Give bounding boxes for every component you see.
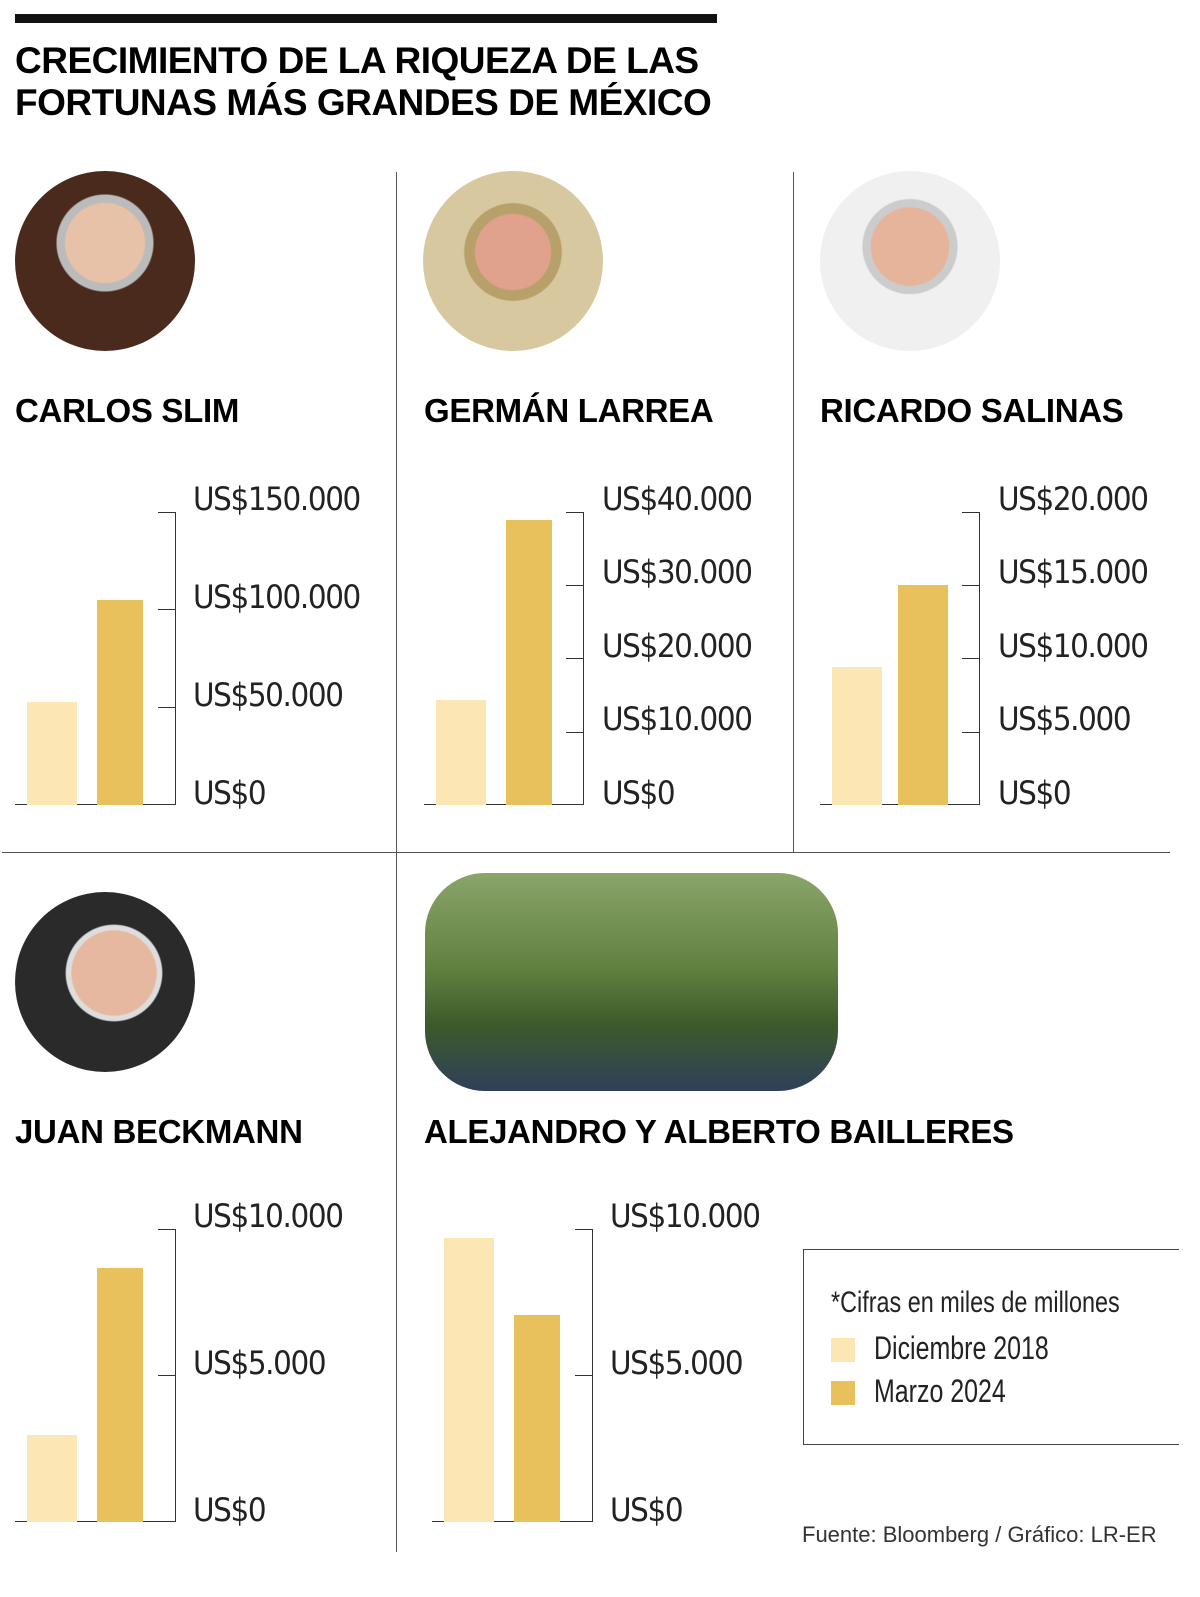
- legend-swatch: [831, 1338, 855, 1362]
- chart-german-larrea: US$40.000 US$30.000 US$20.000 US$10.000 …: [424, 480, 784, 812]
- divider-horizontal: [2, 852, 1170, 853]
- tick: [566, 658, 583, 659]
- bar-dec-2018: [27, 1435, 77, 1522]
- portrait-juan-beckmann: [15, 892, 195, 1072]
- bar-dec-2018: [436, 700, 486, 805]
- tick-label: US$0: [602, 774, 676, 812]
- divider-vertical-2: [793, 172, 794, 852]
- title-line-2: FORTUNAS MÁS GRANDES DE MÉXICO: [15, 82, 712, 123]
- tick-label: US$5.000: [998, 700, 1132, 738]
- tick-label: US$10.000: [998, 627, 1149, 665]
- bar-dec-2018: [27, 702, 77, 805]
- legend-label: Diciembre 2018: [874, 1330, 1049, 1366]
- legend-swatch: [831, 1381, 855, 1405]
- chart-bailleres: US$10.000 US$5.000 US$0: [432, 1197, 792, 1529]
- panel-name: GERMÁN LARREA: [424, 392, 714, 429]
- bar-mar-2024: [898, 585, 948, 805]
- x-axis: [15, 1521, 175, 1522]
- tick: [158, 707, 175, 708]
- tick-label: US$50.000: [193, 676, 344, 714]
- tick-label: US$0: [998, 774, 1072, 812]
- bar-mar-2024: [97, 1268, 143, 1522]
- tick-label: US$10.000: [610, 1197, 761, 1235]
- title-line-1: CRECIMIENTO DE LA RIQUEZA DE LAS: [15, 40, 699, 81]
- bar-mar-2024: [506, 520, 552, 805]
- bar-mar-2024: [97, 600, 143, 805]
- tick: [566, 585, 583, 586]
- title-rule: [15, 14, 717, 23]
- tick-label: US$15.000: [998, 553, 1149, 591]
- tick: [158, 609, 175, 610]
- tick-label: US$10.000: [602, 700, 753, 738]
- bar-mar-2024: [514, 1315, 560, 1522]
- tick-label: US$20.000: [602, 627, 753, 665]
- portrait-ricardo-salinas: [820, 171, 1000, 351]
- tick-label: US$40.000: [602, 480, 753, 518]
- chart-carlos-slim: US$150.000 US$100.000 US$50.000 US$0: [15, 480, 375, 812]
- tick-label: US$0: [193, 1491, 267, 1529]
- bar-dec-2018: [832, 667, 882, 805]
- panel-name: JUAN BECKMANN: [15, 1113, 303, 1150]
- source-credit: Fuente: Bloomberg / Gráfico: LR-ER: [802, 1522, 1157, 1547]
- x-axis: [15, 804, 175, 805]
- x-axis: [424, 804, 584, 805]
- chart-juan-beckmann: US$10.000 US$5.000 US$0: [15, 1197, 375, 1529]
- divider-vertical-1: [396, 172, 397, 1552]
- y-axis: [592, 1229, 593, 1522]
- tick: [566, 732, 583, 733]
- bar-dec-2018: [444, 1238, 494, 1522]
- panel-name: CARLOS SLIM: [15, 392, 240, 429]
- y-axis: [583, 512, 584, 805]
- y-axis: [175, 512, 176, 805]
- portrait-german-larrea: [423, 171, 603, 351]
- panel-name: ALEJANDRO Y ALBERTO BAILLERES: [424, 1113, 1014, 1150]
- tick: [962, 585, 979, 586]
- y-axis: [979, 512, 980, 805]
- chart-ricardo-salinas: US$20.000 US$15.000 US$10.000 US$5.000 U…: [820, 480, 1180, 812]
- tick: [962, 512, 979, 513]
- tick-label: US$150.000: [193, 480, 361, 518]
- legend: *Cifras en miles de millones Diciembre 2…: [803, 1249, 1179, 1445]
- legend-label: Marzo 2024: [874, 1373, 1006, 1409]
- tick: [566, 512, 583, 513]
- tick-label: US$100.000: [193, 578, 361, 616]
- tick-label: US$5.000: [610, 1344, 744, 1382]
- tick: [575, 1375, 592, 1376]
- portrait-carlos-slim: [15, 171, 195, 351]
- tick-label: US$0: [193, 774, 267, 812]
- tick-label: US$5.000: [193, 1344, 327, 1382]
- panel-name: RICARDO SALINAS: [820, 392, 1124, 429]
- tick: [158, 1375, 175, 1376]
- tick-label: US$20.000: [998, 480, 1149, 518]
- tick: [962, 658, 979, 659]
- y-axis: [175, 1229, 176, 1522]
- page-title: CRECIMIENTO DE LA RIQUEZA DE LAS FORTUNA…: [15, 40, 712, 124]
- x-axis: [432, 1521, 592, 1522]
- tick: [962, 732, 979, 733]
- tick-label: US$10.000: [193, 1197, 344, 1235]
- photo-alejandro-alberto-bailleres: [425, 873, 838, 1091]
- tick-label: US$30.000: [602, 553, 753, 591]
- tick: [575, 1229, 592, 1230]
- tick: [158, 1229, 175, 1230]
- tick: [158, 512, 175, 513]
- legend-note: *Cifras en miles de millones: [831, 1286, 1120, 1319]
- tick-label: US$0: [610, 1491, 684, 1529]
